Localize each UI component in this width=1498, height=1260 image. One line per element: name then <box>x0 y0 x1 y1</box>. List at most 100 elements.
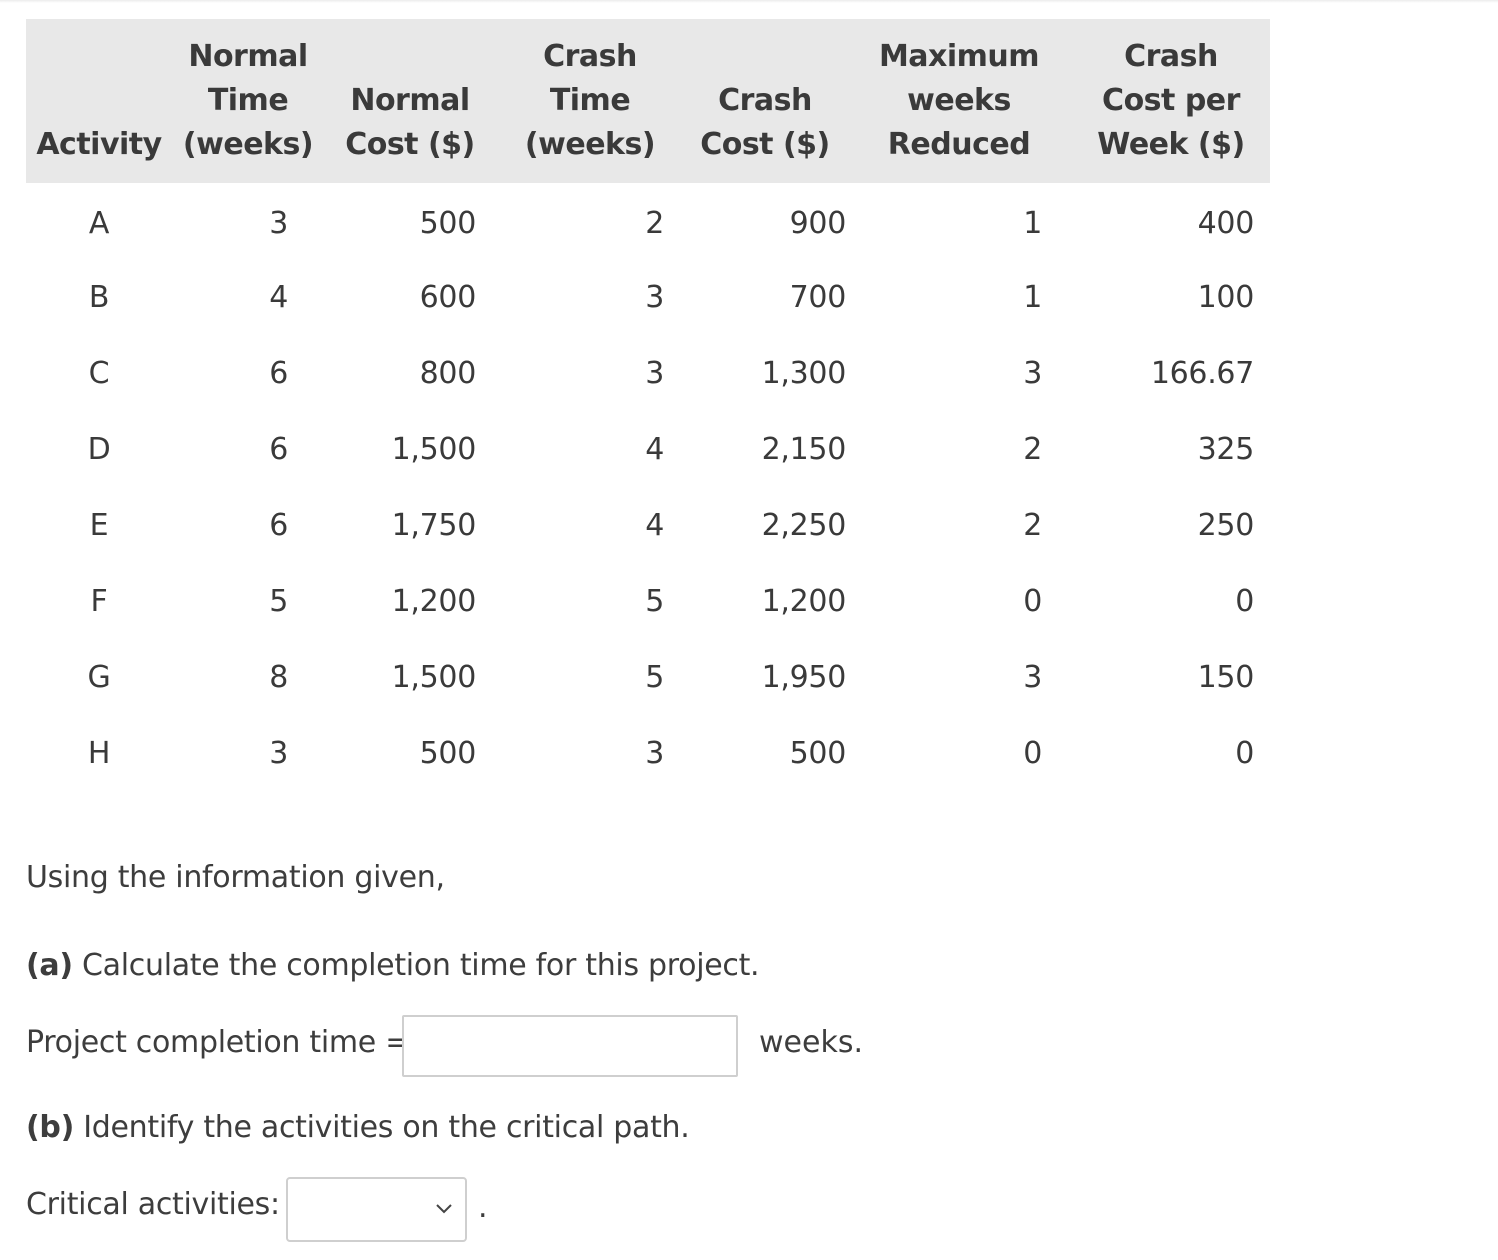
cell-activity: G <box>87 659 111 695</box>
cell-crash-cost-per-week: 250 <box>1197 507 1255 543</box>
completion-time-input[interactable] <box>402 1015 738 1077</box>
cell-max-weeks-reduced: 1 <box>1023 279 1042 315</box>
cell-normal-cost: 1,500 <box>391 431 477 467</box>
header-line: Time <box>207 83 289 118</box>
cell-crash-cost: 500 <box>789 735 847 771</box>
cell-crash-time: 5 <box>645 659 664 695</box>
cell-crash-time: 4 <box>645 507 664 543</box>
part-a-question: (a) Calculate the completion time for th… <box>26 948 760 983</box>
table-row: E 6 1,750 4 2,250 2 250 <box>26 487 1270 563</box>
cell-max-weeks-reduced: 0 <box>1023 735 1042 771</box>
cell-crash-cost: 2,150 <box>761 431 847 467</box>
cell-normal-time: 4 <box>269 279 288 315</box>
table-header-row: Activity Normal Time (weeks) Normal Cost ($) C… <box>26 19 1270 183</box>
header-line: Crash <box>543 39 637 74</box>
cell-crash-time: 3 <box>645 279 664 315</box>
cell-crash-cost-per-week: 400 <box>1197 205 1255 241</box>
cell-crash-time: 3 <box>645 355 664 391</box>
part-b-label: (b) <box>26 1110 74 1145</box>
cell-max-weeks-reduced: 2 <box>1023 507 1042 543</box>
cell-crash-cost-per-week: 0 <box>1235 583 1254 619</box>
cell-normal-time: 3 <box>269 735 288 771</box>
header-line: (weeks) <box>182 127 314 162</box>
cell-normal-cost: 500 <box>419 205 477 241</box>
cell-max-weeks-reduced: 3 <box>1023 355 1042 391</box>
cell-normal-cost: 1,200 <box>391 583 477 619</box>
completion-time-label: Project completion time = <box>26 1025 411 1060</box>
cell-normal-time: 6 <box>269 431 288 467</box>
table-row: A 3 500 2 900 1 400 <box>26 183 1270 259</box>
cell-max-weeks-reduced: 1 <box>1023 205 1042 241</box>
header-line: Normal <box>350 83 470 118</box>
header-line: Reduced <box>887 127 1031 162</box>
header-crash-time: Crash Time (weeks) <box>496 19 684 183</box>
table-row: C 6 800 3 1,300 3 166.67 <box>26 335 1270 411</box>
table-row: H 3 500 3 500 0 0 <box>26 715 1270 791</box>
table-row: B 4 600 3 700 1 100 <box>26 259 1270 335</box>
cell-crash-time: 2 <box>645 205 664 241</box>
cell-normal-time: 6 <box>269 355 288 391</box>
cell-activity: C <box>88 355 110 391</box>
cell-crash-cost-per-week: 166.67 <box>1150 355 1254 391</box>
header-line: (weeks) <box>524 127 656 162</box>
cell-activity: H <box>87 735 111 771</box>
header-line: Crash <box>718 83 812 118</box>
cell-activity: E <box>89 507 109 543</box>
activity-table: Activity Normal Time (weeks) Normal Cost ($) C… <box>26 19 1270 791</box>
cell-crash-cost-per-week: 150 <box>1197 659 1255 695</box>
header-line: Time <box>549 83 631 118</box>
cell-normal-cost: 1,750 <box>391 507 477 543</box>
critical-activities-select[interactable] <box>286 1177 467 1242</box>
header-crash-cost-per-week: Crash Cost per Week ($) <box>1072 19 1270 183</box>
cell-activity: D <box>87 431 111 467</box>
cell-crash-time: 5 <box>645 583 664 619</box>
table-row: G 8 1,500 5 1,950 3 150 <box>26 639 1270 715</box>
cell-max-weeks-reduced: 0 <box>1023 583 1042 619</box>
header-line: weeks <box>907 83 1011 118</box>
header-line: Crash <box>1124 39 1218 74</box>
header-line: Maximum <box>878 39 1040 74</box>
table-row: F 5 1,200 5 1,200 0 0 <box>26 563 1270 639</box>
weeks-unit-label: weeks. <box>759 1025 863 1060</box>
header-line: Normal <box>188 39 308 74</box>
cell-crash-cost: 900 <box>789 205 847 241</box>
activity-table-container: Activity Normal Time (weeks) Normal Cost ($) C… <box>26 19 1270 791</box>
cell-max-weeks-reduced: 3 <box>1023 659 1042 695</box>
cell-normal-cost: 500 <box>419 735 477 771</box>
table-body: A 3 500 2 900 1 400 B 4 600 3 700 1 100 C 6 800 3 1,300 3 16… <box>26 183 1270 791</box>
critical-activities-label: Critical activities: <box>26 1187 280 1222</box>
cell-max-weeks-reduced: 2 <box>1023 431 1042 467</box>
cell-crash-cost-per-week: 100 <box>1197 279 1255 315</box>
part-b-question-text: Identify the activities on the critical … <box>74 1110 690 1145</box>
cell-crash-cost-per-week: 325 <box>1197 431 1255 467</box>
cell-crash-time: 3 <box>645 735 664 771</box>
trailing-period: . <box>478 1190 488 1225</box>
cell-crash-cost: 1,950 <box>761 659 847 695</box>
cell-normal-cost: 800 <box>419 355 477 391</box>
header-max-weeks-reduced: Maximum weeks Reduced <box>846 19 1072 183</box>
top-divider <box>0 0 1498 3</box>
cell-normal-cost: 1,500 <box>391 659 477 695</box>
header-normal-cost: Normal Cost ($) <box>324 19 496 183</box>
cell-normal-time: 5 <box>269 583 288 619</box>
header-line: Cost per <box>1102 83 1240 118</box>
part-b-question: (b) Identify the activities on the criti… <box>26 1110 690 1145</box>
intro-text: Using the information given, <box>26 860 445 895</box>
header-line: Activity <box>36 127 162 162</box>
table-row: D 6 1,500 4 2,150 2 325 <box>26 411 1270 487</box>
cell-crash-cost: 1,200 <box>761 583 847 619</box>
part-a-question-text: Calculate the completion time for this p… <box>72 948 760 983</box>
header-activity: Activity <box>26 19 172 183</box>
cell-crash-cost: 1,300 <box>761 355 847 391</box>
header-line: Cost ($) <box>345 127 475 162</box>
cell-activity: F <box>90 583 108 619</box>
cell-normal-cost: 600 <box>419 279 477 315</box>
cell-activity: A <box>88 205 110 241</box>
cell-activity: B <box>88 279 110 315</box>
cell-normal-time: 8 <box>269 659 288 695</box>
header-normal-time: Normal Time (weeks) <box>172 19 324 183</box>
cell-normal-time: 3 <box>269 205 288 241</box>
cell-crash-cost: 700 <box>789 279 847 315</box>
cell-crash-cost-per-week: 0 <box>1235 735 1254 771</box>
cell-crash-cost: 2,250 <box>761 507 847 543</box>
